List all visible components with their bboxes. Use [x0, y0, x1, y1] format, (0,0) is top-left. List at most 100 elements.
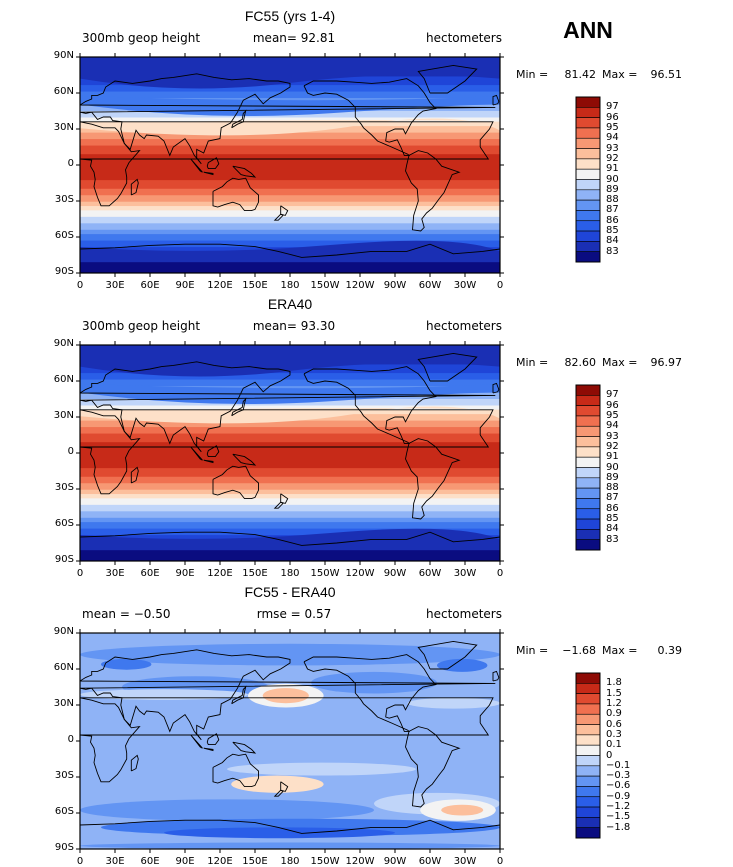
colorbar-label: 91 — [606, 451, 619, 463]
panel-center-label: mean= 92.81 — [252, 31, 336, 45]
colorbar-cell — [575, 693, 601, 705]
panel-units-label: hectometers — [426, 31, 502, 45]
colorbar-label: 0.6 — [606, 718, 622, 730]
x-tick-label: 60E — [140, 856, 160, 867]
y-tick-label: 90N — [53, 50, 74, 61]
colorbar-label: 94 — [606, 420, 619, 432]
colorbar-label: 84 — [606, 235, 619, 247]
colorbar-cell — [575, 117, 601, 129]
min-label: Min = — [516, 68, 549, 81]
y-tick-label: 30S — [54, 482, 74, 493]
x-tick-label: 60W — [418, 856, 442, 867]
x-tick-label: 180 — [280, 856, 300, 867]
colorbar-label: 90 — [606, 173, 619, 185]
x-tick-label: 150E — [242, 568, 268, 579]
x-tick-label: 90W — [383, 856, 407, 867]
colorbar-label: 84 — [606, 523, 619, 535]
colorbar-cell — [575, 148, 601, 160]
max-value: 0.39 — [657, 644, 683, 657]
colorbar-label: 0 — [606, 749, 613, 761]
colorbar-label: 91 — [606, 163, 619, 175]
colorbar-label: −0.1 — [606, 759, 631, 771]
colorbar-cell — [575, 744, 601, 756]
colorbar-cell — [575, 179, 601, 191]
colorbar-label: 92 — [606, 440, 619, 452]
x-tick-label: 0 — [76, 856, 84, 867]
colorbar-cell — [575, 230, 601, 242]
colorbar-cell — [575, 436, 601, 448]
x-tick-label: 90E — [175, 280, 195, 291]
colorbar-cell — [575, 806, 601, 818]
y-tick-label: 60N — [53, 86, 74, 97]
x-tick-label: 120E — [207, 568, 233, 579]
colorbar-label: 86 — [606, 502, 619, 514]
colorbar-cell — [575, 786, 601, 798]
colorbar-cell — [575, 168, 601, 180]
y-tick-label: 60S — [54, 806, 74, 817]
y-tick-label: 0 — [67, 446, 74, 457]
colorbar-cell — [575, 539, 601, 551]
colorbar-cell — [575, 107, 601, 118]
max-value: 96.97 — [650, 356, 683, 369]
panel-center-label: rmse = 0.57 — [256, 607, 332, 621]
colorbar-cell — [575, 137, 601, 149]
x-tick-label: 150E — [242, 856, 268, 867]
x-tick-label: 90E — [175, 568, 195, 579]
colorbar-cell — [575, 127, 601, 139]
colorbar-cell — [575, 775, 601, 787]
colorbar-cell — [575, 210, 601, 222]
colorbar-cell — [575, 734, 601, 746]
y-tick-label: 90N — [53, 338, 74, 349]
colorbar-cell — [575, 755, 601, 767]
colorbar-label: 0.1 — [606, 739, 622, 751]
x-tick-label: 0 — [496, 568, 504, 579]
colorbar-cell — [575, 395, 601, 406]
colorbar-label: −0.3 — [606, 770, 631, 782]
x-tick-label: 120E — [207, 856, 233, 867]
panel-left-label: 300mb geop height — [82, 319, 201, 333]
panel-units-label: hectometers — [426, 607, 502, 621]
y-tick-label: 90S — [54, 266, 74, 277]
colorbar-label: 83 — [606, 533, 619, 545]
x-tick-label: 60E — [140, 280, 160, 291]
colorbar-label: 95 — [606, 121, 619, 133]
colorbar-frame — [575, 384, 601, 551]
colorbar-label: 96 — [606, 111, 619, 123]
colorbar-cell — [575, 827, 601, 839]
colorbar-label: 89 — [606, 471, 619, 483]
y-tick-label: 30N — [53, 122, 74, 133]
min-label: Min = — [516, 356, 549, 369]
y-tick-label: 90S — [54, 554, 74, 565]
max-value: 96.51 — [650, 68, 683, 81]
x-tick-label: 0 — [496, 856, 504, 867]
x-tick-label: 90E — [175, 856, 195, 867]
colorbar-cell — [575, 529, 601, 540]
x-tick-label: 150E — [242, 280, 268, 291]
panel-units-label: hectometers — [426, 319, 502, 333]
colorbar-label: 0.3 — [606, 728, 622, 740]
x-tick-label: 30W — [453, 856, 477, 867]
x-tick-label: 120W — [345, 856, 375, 867]
colorbar-cell — [575, 518, 601, 530]
x-tick-label: 0 — [496, 280, 504, 291]
colorbar-label: 89 — [606, 183, 619, 195]
panel-left-label: 300mb geop height — [82, 31, 201, 45]
x-tick-label: 30E — [105, 856, 125, 867]
y-tick-label: 60N — [53, 374, 74, 385]
panel-left-label: mean = −0.50 — [82, 607, 171, 621]
colorbar-label: 88 — [606, 482, 619, 494]
y-tick-label: 30N — [53, 410, 74, 421]
x-tick-label: 90W — [383, 280, 407, 291]
colorbar-cell — [575, 189, 601, 201]
x-tick-label: 150W — [310, 280, 340, 291]
colorbar-cell — [575, 425, 601, 437]
colorbar-label: −0.6 — [606, 780, 631, 792]
y-tick-label: 30S — [54, 194, 74, 205]
colorbar-label: −1.5 — [606, 811, 631, 823]
y-tick-label: 0 — [67, 734, 74, 745]
colorbar-label: 87 — [606, 492, 619, 504]
x-tick-label: 60W — [418, 280, 442, 291]
min-value: 82.60 — [564, 356, 597, 369]
colorbar-label: 1.2 — [606, 697, 622, 709]
